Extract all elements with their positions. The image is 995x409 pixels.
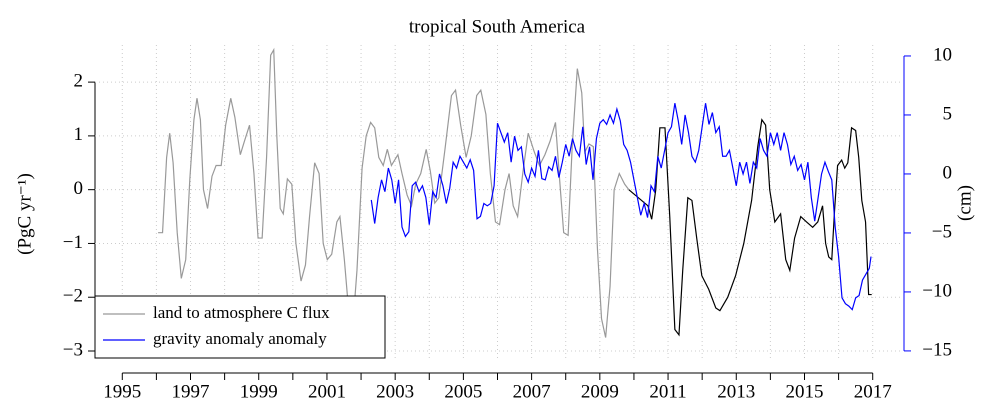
line-series — [628, 118, 872, 337]
x-tick-label: 2011 — [649, 381, 686, 402]
x-tick-label: 2007 — [513, 381, 551, 402]
x-tick-label: 2009 — [581, 381, 619, 402]
x-tick-label: 2001 — [308, 381, 346, 402]
y2-tick-label: 5 — [943, 103, 953, 124]
y-tick-label: −1 — [63, 232, 83, 253]
x-tick-label: 2017 — [854, 381, 892, 402]
y-tick-label: 0 — [74, 178, 84, 199]
legend-label: gravity anomaly anomaly — [153, 329, 327, 348]
chart-title: tropical South America — [409, 16, 586, 37]
y2-tick-label: −10 — [922, 280, 952, 301]
legend-label: land to atmosphere C flux — [153, 303, 330, 322]
x-tick-label: 2015 — [785, 381, 823, 402]
legend-box — [94, 295, 386, 359]
y2-tick-label: −15 — [922, 339, 952, 360]
y-tick-label: −3 — [63, 339, 83, 360]
line-series — [370, 103, 872, 311]
y2-axis-label: (cm) — [954, 185, 975, 221]
y-axis-label: (PgC yr⁻¹) — [14, 173, 35, 255]
y-tick-label: −2 — [63, 286, 83, 307]
x-tick-label: 1995 — [103, 381, 141, 402]
x-tick-label: 1999 — [240, 381, 278, 402]
y2-tick-label: 10 — [933, 44, 952, 65]
x-tick-label: 2005 — [444, 381, 482, 402]
x-tick-label: 2003 — [376, 381, 414, 402]
y-tick-label: 2 — [74, 70, 84, 91]
y2-tick-label: 0 — [943, 162, 953, 183]
line-series — [158, 47, 630, 338]
x-tick-label: 1997 — [172, 381, 210, 402]
y2-tick-label: −5 — [932, 221, 952, 242]
x-tick-label: 2013 — [717, 381, 755, 402]
y-tick-label: 1 — [74, 124, 84, 145]
